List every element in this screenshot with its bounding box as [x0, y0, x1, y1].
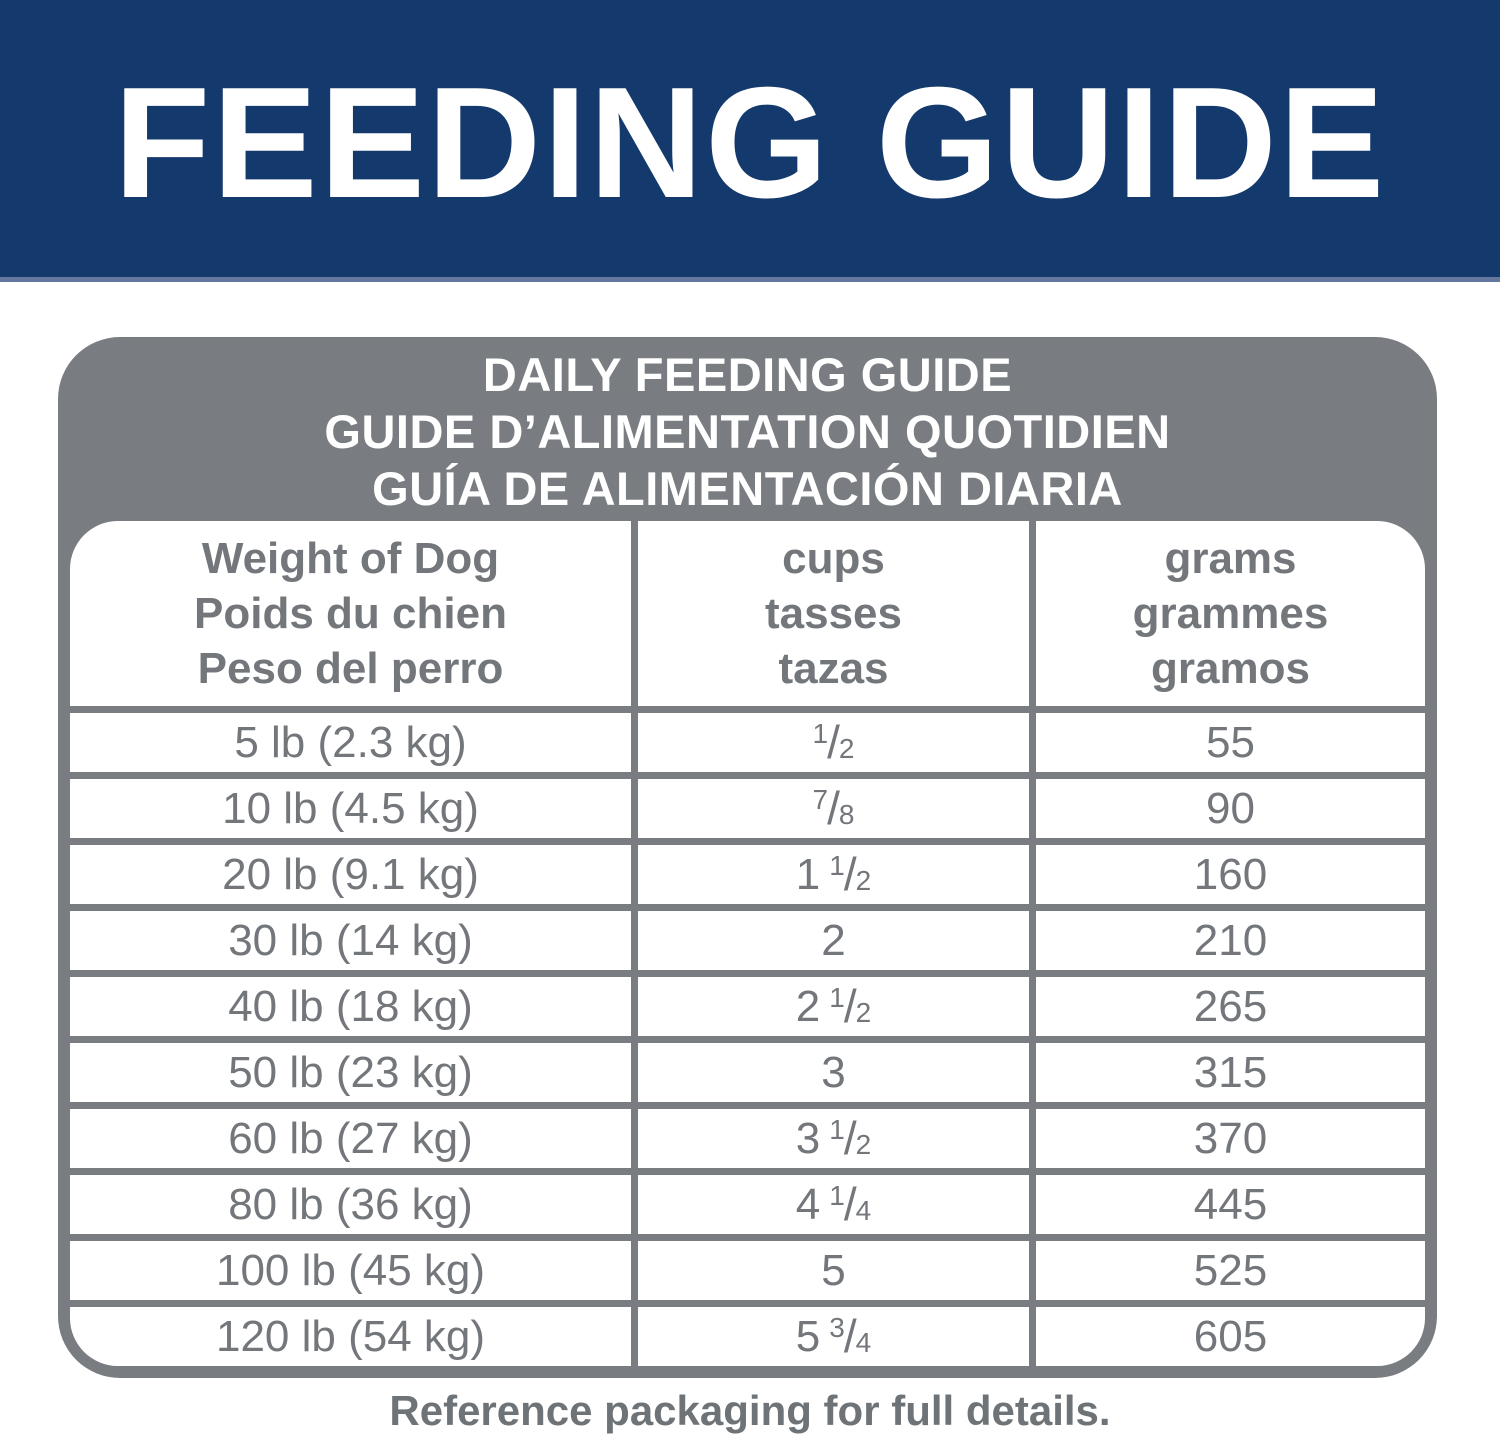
column-header-cups-en: cups [782, 534, 885, 583]
whole-number: 2 [795, 981, 821, 1031]
row-9-cups-cell: 5 [638, 1241, 1029, 1300]
row-1-grams-cell: 55 [1036, 713, 1425, 772]
row-7-cups-cell: 3 1/2 [638, 1109, 1029, 1168]
row-10-grams-cell: 605 [1036, 1307, 1425, 1366]
row-6-cups-cell: 3 [638, 1043, 1029, 1102]
banner: FEEDING GUIDE [0, 0, 1500, 282]
whole-number: 4 [795, 1179, 821, 1229]
row-5-weight-cell: 40 lb (18 kg) [70, 977, 631, 1036]
row-4-weight-cell: 30 lb (14 kg) [70, 911, 631, 970]
table-title-line-fr: GUIDE D’ALIMENTATION QUOTIDIEN [324, 405, 1171, 458]
fraction: 1/2 [829, 848, 872, 900]
row-10-weight-cell: 120 lb (54 kg) [70, 1307, 631, 1366]
table-title-line-es: GUÍA DE ALIMENTACIÓN DIARIA [372, 462, 1123, 515]
banner-title: FEEDING GUIDE [113, 54, 1387, 231]
column-header-weight-fr: Poids du chien [194, 589, 507, 638]
row-5-grams-cell: 265 [1036, 977, 1425, 1036]
column-header-cups-es: tazas [778, 644, 889, 693]
row-3-weight-cell: 20 lb (9.1 kg) [70, 845, 631, 904]
row-8-grams-cell: 445 [1036, 1175, 1425, 1234]
column-header-grams-es: gramos [1151, 644, 1310, 693]
row-4-cups-cell: 2 [638, 911, 1029, 970]
feeding-table-card: DAILY FEEDING GUIDE GUIDE D’ALIMENTATION… [58, 337, 1437, 1378]
whole-number: 5 [795, 1311, 821, 1361]
row-3-grams-cell: 160 [1036, 845, 1425, 904]
row-6-grams-cell: 315 [1036, 1043, 1425, 1102]
row-7-weight-cell: 60 lb (27 kg) [70, 1109, 631, 1168]
whole-number: 5 [821, 1245, 846, 1295]
column-header-grams-en: grams [1164, 534, 1297, 583]
row-1-weight-cell: 5 lb (2.3 kg) [70, 713, 631, 772]
whole-number: 2 [821, 915, 846, 965]
row-2-grams-cell: 90 [1036, 779, 1425, 838]
column-header-weight-es: Peso del perro [197, 644, 504, 693]
footer-note: Reference packaging for full details. [389, 1387, 1111, 1434]
row-9-grams-cell: 525 [1036, 1241, 1425, 1300]
column-header-weight: Weight of Dog Poids du chien Peso del pe… [70, 521, 631, 706]
whole-number: 1 [795, 849, 821, 899]
row-4-grams-cell: 210 [1036, 911, 1425, 970]
fraction: 1/2 [812, 716, 855, 768]
row-3-cups-cell: 1 1/2 [638, 845, 1029, 904]
row-9-weight-cell: 100 lb (45 kg) [70, 1241, 631, 1300]
fraction: 7/8 [812, 782, 855, 834]
fraction: 3/4 [829, 1310, 872, 1362]
row-2-weight-cell: 10 lb (4.5 kg) [70, 779, 631, 838]
column-header-weight-en: Weight of Dog [201, 534, 500, 583]
table-title-line-en: DAILY FEEDING GUIDE [482, 348, 1013, 401]
feeding-table-grid: DAILY FEEDING GUIDE GUIDE D’ALIMENTATION… [70, 348, 1425, 1366]
row-10-cups-cell: 5 3/4 [638, 1307, 1029, 1366]
fraction: 1/2 [829, 980, 872, 1032]
fraction: 1/4 [829, 1178, 872, 1230]
whole-number: 3 [795, 1113, 821, 1163]
row-2-cups-cell: 7/8 [638, 779, 1029, 838]
column-header-cups-fr: tasses [764, 589, 902, 638]
row-8-cups-cell: 4 1/4 [638, 1175, 1029, 1234]
column-header-grams-fr: grammes [1132, 589, 1329, 638]
column-header-grams: grams grammes gramos [1036, 521, 1425, 706]
column-header-cups: cups tasses tazas [638, 521, 1029, 706]
row-7-grams-cell: 370 [1036, 1109, 1425, 1168]
row-8-weight-cell: 80 lb (36 kg) [70, 1175, 631, 1234]
table-title: DAILY FEEDING GUIDE GUIDE D’ALIMENTATION… [70, 348, 1425, 515]
row-6-weight-cell: 50 lb (23 kg) [70, 1043, 631, 1102]
fraction: 1/2 [829, 1112, 872, 1164]
whole-number: 3 [821, 1047, 846, 1097]
row-1-cups-cell: 1/2 [638, 713, 1029, 772]
row-5-cups-cell: 2 1/2 [638, 977, 1029, 1036]
